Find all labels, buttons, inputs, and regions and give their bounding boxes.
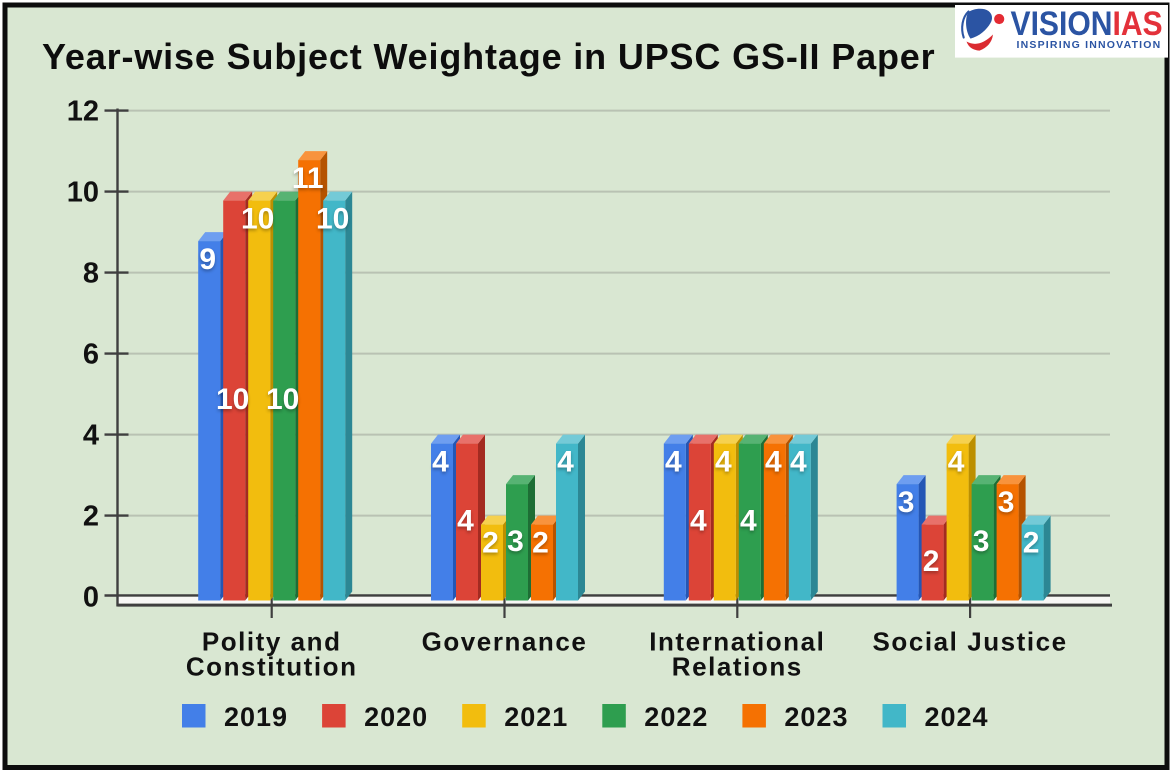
svg-text:10: 10 <box>216 383 249 416</box>
svg-text:2019: 2019 <box>224 702 288 732</box>
svg-text:0: 0 <box>83 582 99 614</box>
svg-text:12: 12 <box>67 96 99 128</box>
svg-text:2023: 2023 <box>784 702 848 732</box>
svg-text:Polity and: Polity and <box>202 627 342 657</box>
svg-text:3: 3 <box>973 525 990 558</box>
svg-text:Relations: Relations <box>672 652 803 682</box>
svg-text:Governance: Governance <box>422 627 588 657</box>
svg-text:2022: 2022 <box>644 702 708 732</box>
svg-text:3: 3 <box>507 525 524 558</box>
svg-text:4: 4 <box>765 446 782 479</box>
svg-text:2: 2 <box>83 501 99 533</box>
svg-text:10: 10 <box>316 203 349 236</box>
svg-text:2: 2 <box>923 545 940 578</box>
svg-text:4: 4 <box>740 505 757 538</box>
svg-text:6: 6 <box>83 339 99 371</box>
svg-text:3: 3 <box>998 486 1015 519</box>
svg-text:2: 2 <box>482 527 499 560</box>
svg-text:4: 4 <box>665 446 682 479</box>
svg-text:2: 2 <box>532 527 549 560</box>
svg-text:International: International <box>649 627 825 657</box>
svg-text:3: 3 <box>898 486 915 519</box>
svg-text:2020: 2020 <box>364 702 428 732</box>
svg-text:2021: 2021 <box>504 702 568 732</box>
svg-text:VISIONIAS: VISIONIAS <box>1011 4 1163 42</box>
svg-text:10: 10 <box>266 383 299 416</box>
svg-text:4: 4 <box>948 446 965 479</box>
svg-text:10: 10 <box>241 203 274 236</box>
svg-text:Year-wise Subject Weightage in: Year-wise Subject Weightage in UPSC GS-I… <box>42 36 936 77</box>
svg-text:4: 4 <box>83 420 99 452</box>
svg-text:4: 4 <box>790 446 807 479</box>
svg-text:2: 2 <box>1023 527 1040 560</box>
svg-text:4: 4 <box>432 446 449 479</box>
svg-text:4: 4 <box>715 446 732 479</box>
svg-text:4: 4 <box>457 505 474 538</box>
svg-text:10: 10 <box>67 177 99 209</box>
svg-text:INSPIRING INNOVATION: INSPIRING INNOVATION <box>1017 39 1162 51</box>
svg-text:11: 11 <box>292 162 324 195</box>
svg-text:Constitution: Constitution <box>186 652 358 682</box>
svg-text:4: 4 <box>690 505 707 538</box>
svg-text:9: 9 <box>199 243 216 276</box>
svg-text:8: 8 <box>83 258 99 290</box>
svg-text:Social Justice: Social Justice <box>873 627 1068 657</box>
svg-text:4: 4 <box>557 446 574 479</box>
svg-text:2024: 2024 <box>925 702 989 732</box>
